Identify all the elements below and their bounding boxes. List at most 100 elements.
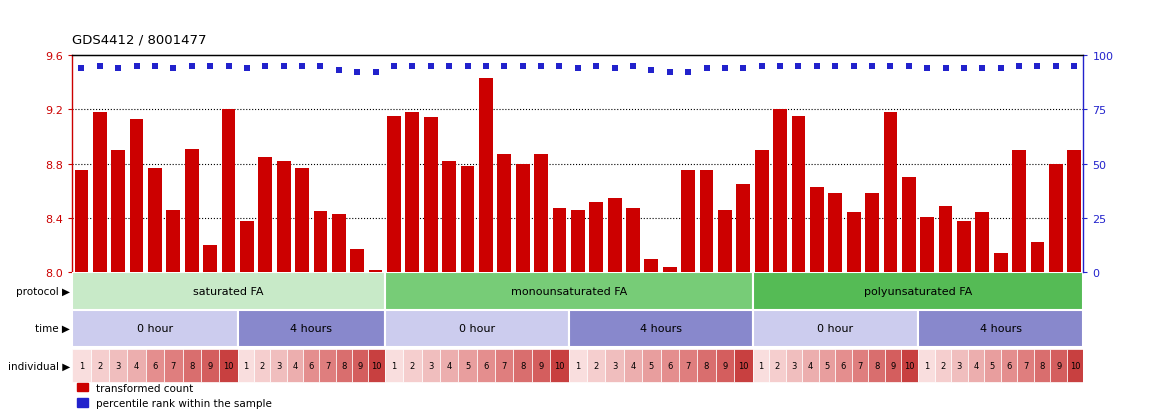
Bar — [238, 349, 254, 382]
Text: 6: 6 — [668, 361, 672, 370]
Text: 4 hours: 4 hours — [640, 323, 682, 333]
Text: 3: 3 — [612, 361, 617, 370]
Bar — [479, 79, 493, 273]
Bar — [753, 310, 918, 347]
Bar — [803, 349, 819, 382]
Bar — [819, 349, 835, 382]
Bar — [514, 349, 532, 382]
Bar — [755, 151, 769, 273]
Bar — [642, 349, 661, 382]
Text: protocol ▶: protocol ▶ — [16, 286, 70, 296]
Bar — [715, 349, 734, 382]
Bar — [868, 349, 885, 382]
Bar — [920, 217, 934, 273]
Text: 1: 1 — [391, 361, 396, 370]
Bar — [866, 194, 878, 273]
Bar — [240, 221, 254, 273]
Bar — [984, 349, 1001, 382]
Bar — [368, 270, 382, 273]
Bar — [835, 349, 852, 382]
Bar — [91, 349, 110, 382]
Bar — [644, 259, 658, 273]
Bar — [975, 213, 989, 273]
Text: 4: 4 — [807, 361, 813, 370]
Text: 0 hour: 0 hour — [817, 323, 853, 333]
Text: 2: 2 — [940, 361, 946, 370]
Bar — [994, 254, 1008, 273]
Bar — [852, 349, 868, 382]
Text: 2: 2 — [97, 361, 103, 370]
Bar — [167, 210, 181, 273]
Bar — [700, 171, 713, 273]
Text: 8: 8 — [189, 361, 195, 370]
Bar — [718, 210, 732, 273]
Bar — [295, 168, 309, 273]
Bar — [440, 349, 458, 382]
Bar — [319, 349, 336, 382]
Bar — [535, 155, 548, 273]
Bar — [661, 349, 679, 382]
Bar — [384, 310, 569, 347]
Text: 5: 5 — [825, 361, 829, 370]
Text: 1: 1 — [758, 361, 763, 370]
Bar — [332, 214, 346, 273]
Text: 1: 1 — [576, 361, 580, 370]
Bar — [75, 171, 89, 273]
Bar — [902, 178, 916, 273]
Bar — [968, 349, 984, 382]
Bar — [476, 349, 495, 382]
Bar — [72, 349, 91, 382]
Bar — [569, 310, 753, 347]
Bar — [336, 349, 352, 382]
Bar — [608, 198, 621, 273]
Bar — [72, 310, 238, 347]
Bar — [384, 349, 403, 382]
Bar — [495, 349, 514, 382]
Text: 3: 3 — [956, 361, 962, 370]
Bar — [387, 117, 401, 273]
Bar — [623, 349, 642, 382]
Bar — [589, 202, 603, 273]
Text: 8: 8 — [1039, 361, 1045, 370]
Text: 3: 3 — [276, 361, 281, 370]
Text: 6: 6 — [153, 361, 157, 370]
Text: 9: 9 — [538, 361, 544, 370]
Bar — [287, 349, 303, 382]
Text: 7: 7 — [1023, 361, 1029, 370]
Text: 5: 5 — [990, 361, 995, 370]
Text: 6: 6 — [1007, 361, 1011, 370]
Bar — [183, 349, 200, 382]
Text: 3: 3 — [428, 361, 433, 370]
Bar — [1033, 349, 1051, 382]
Bar — [93, 113, 107, 273]
Bar — [497, 155, 511, 273]
Bar — [127, 349, 146, 382]
Bar — [552, 209, 566, 273]
Bar — [1001, 349, 1017, 382]
Text: 4 hours: 4 hours — [290, 323, 332, 333]
Bar — [958, 221, 970, 273]
Text: 7: 7 — [502, 361, 507, 370]
Text: 9: 9 — [722, 361, 728, 370]
Bar — [774, 110, 788, 273]
Text: GDS4412 / 8001477: GDS4412 / 8001477 — [72, 33, 206, 46]
Text: 4: 4 — [973, 361, 979, 370]
Bar — [460, 167, 474, 273]
Bar — [1048, 164, 1062, 273]
Bar — [571, 210, 585, 273]
Text: 2: 2 — [410, 361, 415, 370]
Bar — [221, 110, 235, 273]
Bar — [885, 349, 902, 382]
Text: 4 hours: 4 hours — [980, 323, 1022, 333]
Bar — [277, 161, 290, 273]
Bar — [532, 349, 550, 382]
Text: 10: 10 — [372, 361, 382, 370]
Bar — [1017, 349, 1033, 382]
Text: 9: 9 — [207, 361, 213, 370]
Bar — [606, 349, 623, 382]
Bar — [384, 273, 753, 310]
Bar — [902, 349, 918, 382]
Text: 2: 2 — [260, 361, 264, 370]
Text: 0 hour: 0 hour — [459, 323, 495, 333]
Bar — [238, 310, 384, 347]
